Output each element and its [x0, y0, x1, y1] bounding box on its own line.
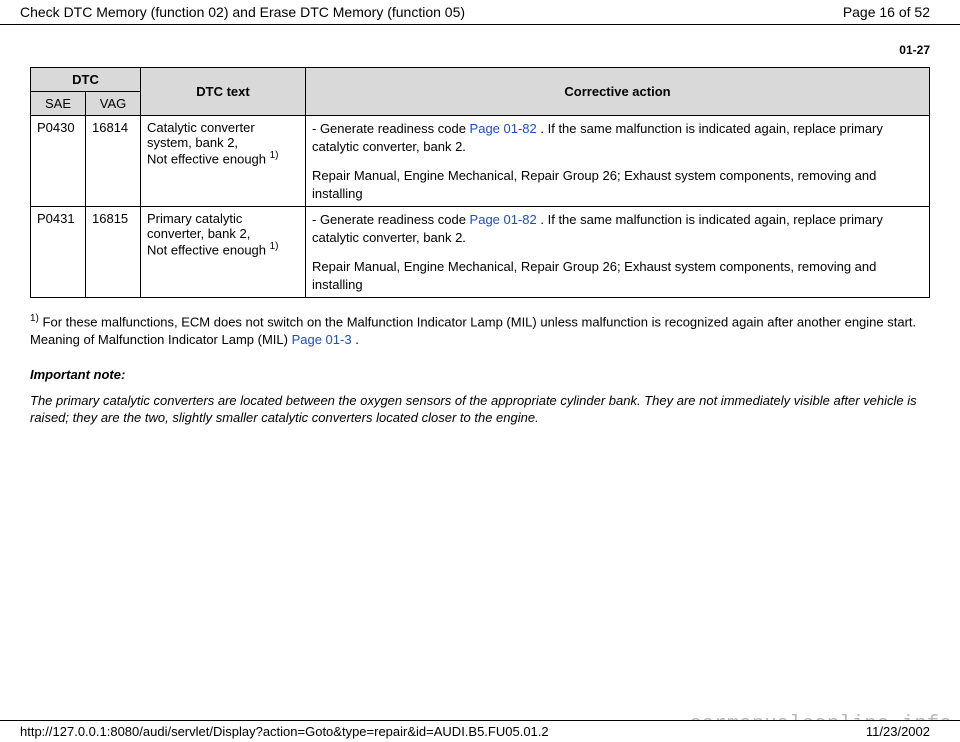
action-repair-manual: Repair Manual, Engine Mechanical, Repair…	[312, 258, 923, 293]
action-repair-manual: Repair Manual, Engine Mechanical, Repair…	[312, 167, 923, 202]
dtc-text-line2: Not effective enough	[147, 243, 270, 258]
table-row: P0431 16815 Primary catalytic converter,…	[31, 207, 930, 298]
dtc-text-line1: Primary catalytic converter, bank 2,	[147, 211, 250, 241]
footnote-pre: For these malfunctions, ECM does not swi…	[30, 315, 916, 348]
page-header: Check DTC Memory (function 02) and Erase…	[0, 0, 960, 25]
th-dtc: DTC	[31, 68, 141, 92]
cell-corrective-action: - Generate readiness code Page 01-82 . I…	[306, 116, 930, 207]
footnote-post: .	[355, 332, 359, 347]
dtc-text-sup: 1)	[270, 241, 279, 252]
cell-vag: 16815	[86, 207, 141, 298]
important-note-body: The primary catalytic converters are loc…	[30, 392, 930, 427]
cell-sae: P0431	[31, 207, 86, 298]
dtc-table: DTC DTC text Corrective action SAE VAG P…	[30, 67, 930, 298]
footer-url: http://127.0.0.1:8080/audi/servlet/Displ…	[20, 724, 549, 739]
action-pre: - Generate readiness code	[312, 212, 470, 227]
dtc-text-sup: 1)	[270, 150, 279, 161]
th-sae: SAE	[31, 92, 86, 116]
th-dtc-text: DTC text	[141, 68, 306, 116]
page-link[interactable]: Page 01-82	[470, 212, 541, 227]
cell-vag: 16814	[86, 116, 141, 207]
dtc-text-line1: Catalytic converter system, bank 2,	[147, 120, 255, 150]
cell-sae: P0430	[31, 116, 86, 207]
page-link[interactable]: Page 01-82	[470, 121, 541, 136]
cell-dtc-text: Catalytic converter system, bank 2, Not …	[141, 116, 306, 207]
action-pre: - Generate readiness code	[312, 121, 470, 136]
important-note-heading: Important note:	[30, 367, 930, 382]
cell-corrective-action: - Generate readiness code Page 01-82 . I…	[306, 207, 930, 298]
dtc-text-line2: Not effective enough	[147, 151, 270, 166]
th-vag: VAG	[86, 92, 141, 116]
content-area: DTC DTC text Corrective action SAE VAG P…	[0, 67, 960, 427]
section-number: 01-27	[0, 25, 960, 67]
page-link[interactable]: Page 01-3	[292, 332, 356, 347]
cell-dtc-text: Primary catalytic converter, bank 2, Not…	[141, 207, 306, 298]
footnote: 1) For these malfunctions, ECM does not …	[30, 312, 930, 348]
footnote-sup: 1)	[30, 313, 39, 324]
table-row: P0430 16814 Catalytic converter system, …	[31, 116, 930, 207]
th-corrective-action: Corrective action	[306, 68, 930, 116]
header-title: Check DTC Memory (function 02) and Erase…	[20, 4, 465, 20]
page-footer: http://127.0.0.1:8080/audi/servlet/Displ…	[0, 720, 960, 742]
header-page: Page 16 of 52	[843, 4, 930, 20]
footer-date: 11/23/2002	[866, 724, 930, 739]
